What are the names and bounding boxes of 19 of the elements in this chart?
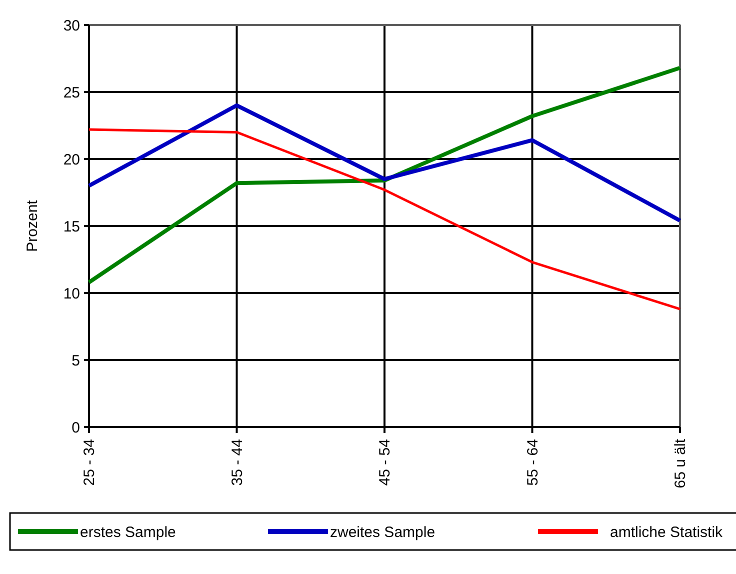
legend-label: zweites Sample <box>330 524 436 541</box>
y-tick-label: 10 <box>63 285 80 302</box>
legend-label: erstes Sample <box>80 524 176 541</box>
x-tick-label: 55 - 64 <box>524 439 542 486</box>
line-series <box>87 66 682 284</box>
legend-label: amtliche Statistik <box>610 524 724 541</box>
x-tick-label: 35 - 44 <box>228 439 246 486</box>
x-tick-label: 25 - 34 <box>81 439 98 486</box>
y-tick-label: 20 <box>63 151 80 168</box>
x-tick-label: 65 u ält <box>672 438 689 488</box>
y-tick-label: 25 <box>63 84 80 102</box>
y-tick-label: 0 <box>72 419 80 436</box>
y-axis-title: Prozent <box>24 199 41 252</box>
x-tick-label: 45 - 54 <box>376 439 394 486</box>
line-series <box>87 103 682 223</box>
y-tick-label: 15 <box>63 218 80 236</box>
y-tick-label: 5 <box>72 352 80 370</box>
y-tick-label: 30 <box>63 17 80 34</box>
line-series <box>88 128 682 310</box>
